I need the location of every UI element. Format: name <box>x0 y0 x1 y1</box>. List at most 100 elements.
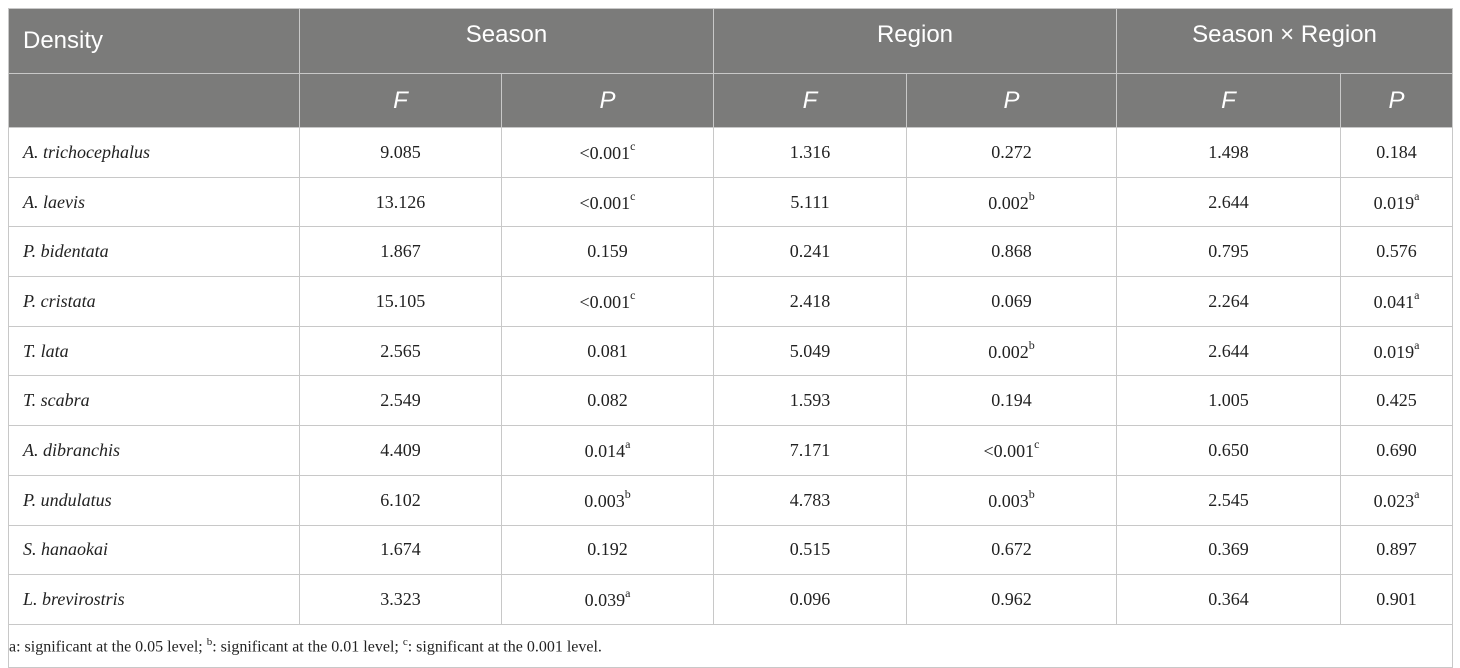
cell-value: 0.019 <box>1373 341 1415 362</box>
cell-value: <0.001 <box>579 291 631 312</box>
cell-value: 0.868 <box>991 241 1032 262</box>
cell-value: 5.111 <box>790 191 830 212</box>
cell-value: 0.364 <box>1208 589 1249 610</box>
cell-value: 0.515 <box>789 539 831 560</box>
season-p-cell: <0.001c <box>501 176 714 228</box>
cell-value: 7.171 <box>789 439 831 460</box>
season-p-cell: 0.003b <box>501 474 714 526</box>
interaction-f-cell: 1.498 <box>1116 127 1341 178</box>
season-f-cell: 2.565 <box>299 325 502 377</box>
season-p-cell: 0.081 <box>501 325 714 377</box>
season-p-cell: 0.014a <box>501 425 714 476</box>
region-f-cell: 1.593 <box>713 375 907 427</box>
interaction-p-cell: 0.901 <box>1340 574 1453 625</box>
region-f-cell: 0.515 <box>713 524 907 576</box>
region-p-cell: 0.002b <box>906 325 1117 377</box>
cell-value: 0.002 <box>988 192 1029 213</box>
region-p-cell: 0.194 <box>906 375 1117 427</box>
cell-value: 0.192 <box>587 539 628 560</box>
region-f-cell: 1.316 <box>713 127 907 178</box>
footnote-row: a: significant at the 0.05 level; b: sig… <box>8 623 1453 668</box>
region-p-cell: 0.962 <box>906 574 1117 625</box>
region-p-cell: 0.868 <box>906 226 1117 278</box>
table-row: T. scabra 2.549 0.082 1.593 0.194 1.005 0.425 <box>8 375 1453 427</box>
species-name: P. undulatus <box>8 474 300 526</box>
cell-value: 0.003 <box>584 490 625 511</box>
table-row: T. lata 2.565 0.081 5.049 0.002b 2.644 0.019a <box>8 325 1453 377</box>
season-f-cell: 3.323 <box>299 574 502 625</box>
significance-mark: b <box>1028 486 1035 501</box>
header-row-groups: Density Season Region Season × Region <box>8 8 1453 74</box>
season-f-cell: 1.867 <box>299 226 502 278</box>
season-p-header: P <box>501 73 714 128</box>
species-name: S. hanaokai <box>8 524 300 576</box>
cell-value: 0.241 <box>789 241 831 262</box>
region-f-header: F <box>713 73 907 128</box>
table-row: P. bidentata 1.867 0.159 0.241 0.868 0.795 0.5… <box>8 226 1453 278</box>
season-f-header: F <box>299 73 502 128</box>
cell-value: 2.264 <box>1208 290 1249 311</box>
significance-mark: c <box>630 287 636 302</box>
cell-value: 0.039 <box>584 590 626 611</box>
region-p-cell: 0.672 <box>906 524 1117 576</box>
cell-value: 1.867 <box>380 241 421 262</box>
table-row: A. laevis 13.126 <0.001c 5.111 0.002b 2.644 0.… <box>8 176 1453 228</box>
cell-value: 2.644 <box>1208 191 1249 212</box>
cell-value: 0.096 <box>789 589 831 610</box>
anova-table: Density Season Region Season × Region F … <box>8 8 1453 668</box>
significance-mark: c <box>1034 436 1040 451</box>
cell-value: <0.001 <box>579 142 631 163</box>
interaction-p-cell: 0.576 <box>1340 226 1453 278</box>
footnote: a: significant at the 0.05 level; b: sig… <box>8 623 1453 668</box>
interaction-p-header: P <box>1340 73 1453 128</box>
significance-mark: a <box>625 436 631 451</box>
blank-header-cell <box>8 73 300 128</box>
season-f-cell: 1.674 <box>299 524 502 576</box>
season-f-cell: 9.085 <box>299 127 502 178</box>
cell-value: 0.650 <box>1208 439 1249 460</box>
season-region-header: Season × Region <box>1116 8 1453 74</box>
cell-value: 0.014 <box>584 440 626 461</box>
species-name: L. brevirostris <box>8 574 300 625</box>
cell-value: 0.897 <box>1376 539 1417 560</box>
cell-value: 1.316 <box>789 141 831 162</box>
significance-mark: a <box>1414 287 1420 302</box>
region-p-cell: 0.069 <box>906 276 1117 327</box>
region-f-cell: 2.418 <box>713 276 907 327</box>
region-p-cell: 0.272 <box>906 127 1117 178</box>
footnote-c: : significant at the 0.001 level. <box>407 638 602 656</box>
cell-value: 0.082 <box>587 390 628 411</box>
season-p-cell: 0.192 <box>501 524 714 576</box>
region-p-cell: <0.001c <box>906 425 1117 476</box>
season-p-cell: <0.001c <box>501 276 714 327</box>
species-name: T. scabra <box>8 375 300 427</box>
significance-mark: b <box>1028 337 1035 352</box>
significance-mark: b <box>1028 188 1035 203</box>
cell-value: 0.425 <box>1376 390 1417 411</box>
footnote-b: : significant at the 0.01 level; <box>212 638 403 656</box>
interaction-f-cell: 0.364 <box>1116 574 1341 625</box>
footnote-a: a: significant at the 0.05 level; <box>9 638 207 656</box>
season-f-cell: 13.126 <box>299 176 502 228</box>
species-name: A. dibranchis <box>8 425 300 476</box>
interaction-f-cell: 0.650 <box>1116 425 1341 476</box>
species-name: A. laevis <box>8 176 300 228</box>
interaction-f-cell: 0.369 <box>1116 524 1341 576</box>
cell-value: <0.001 <box>983 440 1035 461</box>
cell-value: 1.593 <box>789 390 831 411</box>
species-name: P. cristata <box>8 276 300 327</box>
cell-value: 0.901 <box>1376 589 1417 610</box>
cell-value: 0.184 <box>1376 141 1417 162</box>
interaction-f-cell: 2.644 <box>1116 176 1341 228</box>
cell-value: 0.041 <box>1373 291 1415 312</box>
interaction-p-cell: 0.019a <box>1340 176 1453 228</box>
cell-value: 0.159 <box>587 241 628 262</box>
significance-mark: b <box>624 486 631 501</box>
interaction-f-cell: 2.264 <box>1116 276 1341 327</box>
significance-mark: a <box>1414 486 1420 501</box>
region-f-cell: 5.111 <box>713 176 907 228</box>
cell-value: 1.005 <box>1208 390 1249 411</box>
table-row: A. trichocephalus 9.085 <0.001c 1.316 0.272 1… <box>8 127 1453 178</box>
footnote-c-mark: c <box>402 635 408 648</box>
cell-value: 0.081 <box>587 340 628 361</box>
